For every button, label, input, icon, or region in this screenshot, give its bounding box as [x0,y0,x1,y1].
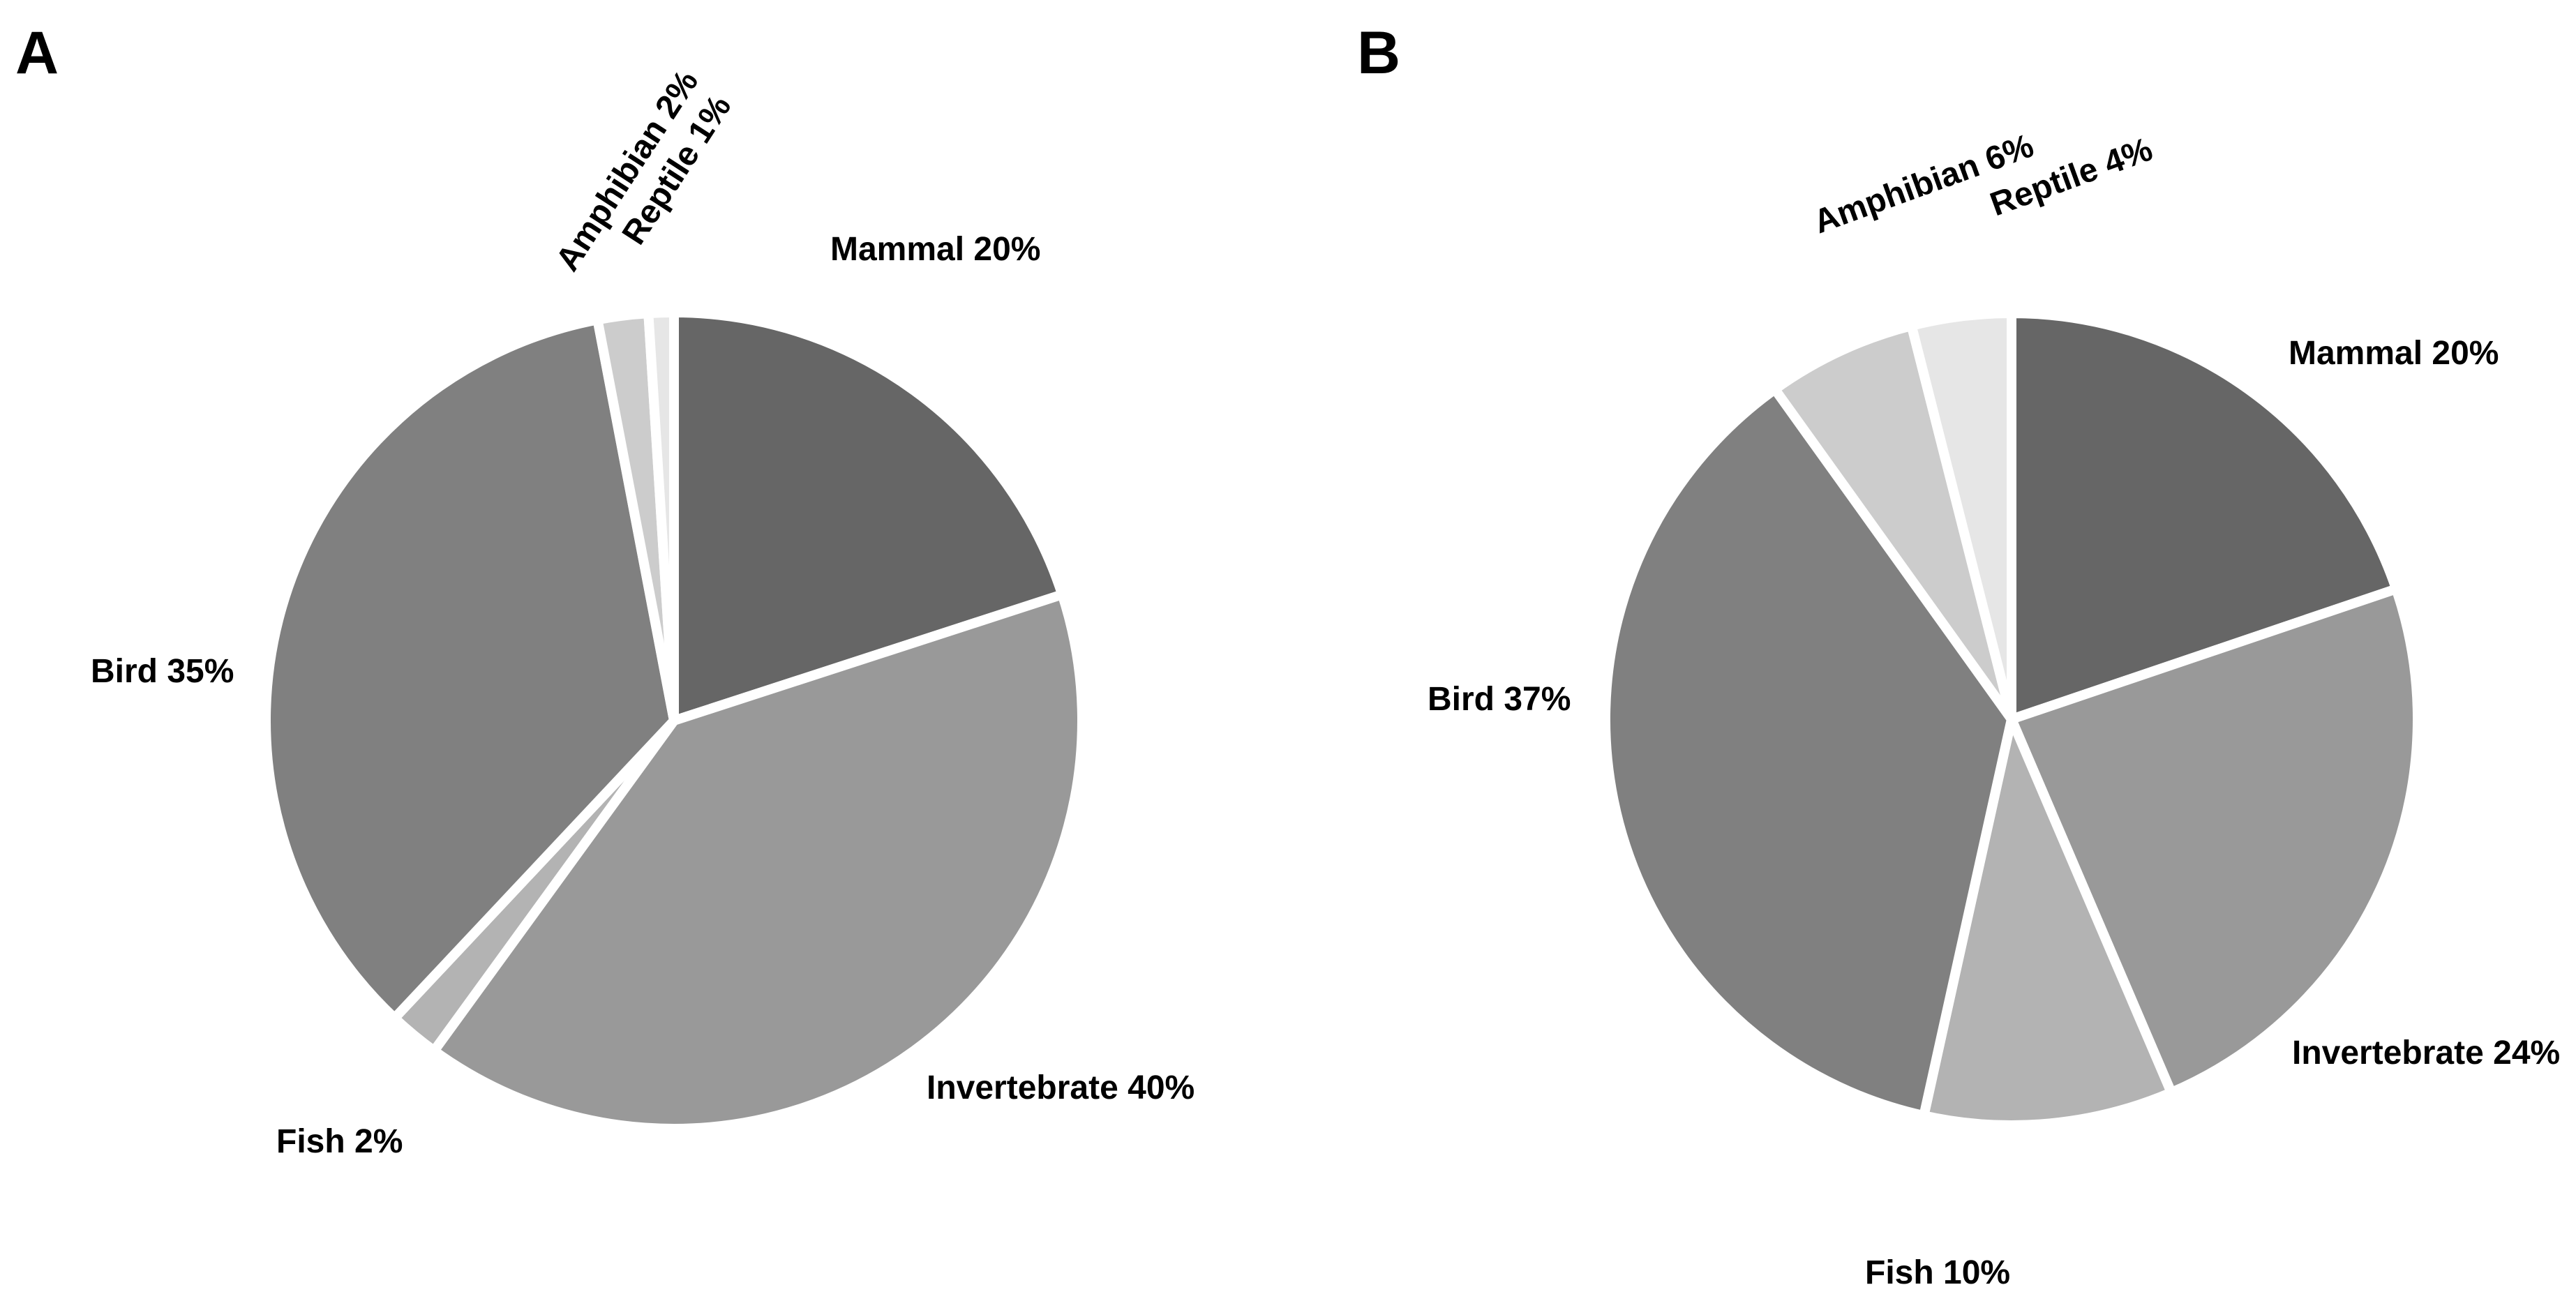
panel-a-letter: A [15,20,59,87]
panel-a-slice-bird [261,315,679,1023]
panel-b-label-bird: Bird 37% [1428,681,1571,718]
panel-b-slices [1601,308,2423,1130]
panel-a-label-invertebrate: Invertebrate 40% [927,1069,1195,1106]
panel-b-label-fish: Fish 10% [1865,1254,2010,1291]
panel-a-slice-reptile [643,307,679,726]
panel-a-label-bird: Bird 35% [91,653,234,690]
panel-a-label-fish: Fish 2% [276,1123,403,1160]
panel-a-label-mammal: Mammal 20% [830,231,1040,268]
panel-b-label-mammal: Mammal 20% [2289,335,2499,372]
panel-a-slice-mammal [669,308,1068,726]
panel-b-slice-fish [1919,714,2176,1130]
panel-b-slice-reptile [1906,308,2016,724]
panel-a-slices [261,307,1087,1134]
panel-a: A Mammal 20% Invertebrate 40% Fish 2% Bi… [15,20,1195,1160]
panel-b-letter: B [1357,20,1400,87]
panel-b-slice-bird [1601,384,2016,1121]
panel-a-slice-invertebrate [429,589,1087,1134]
panel-b-slice-invertebrate [2007,584,2423,1098]
panel-b-label-invertebrate: Invertebrate 24% [2292,1035,2560,1072]
panel-b: B Mammal 20% Invertebrate 24% Fish 10% B… [1357,20,2560,1291]
panel-b-slice-amphibian [1769,320,2016,724]
